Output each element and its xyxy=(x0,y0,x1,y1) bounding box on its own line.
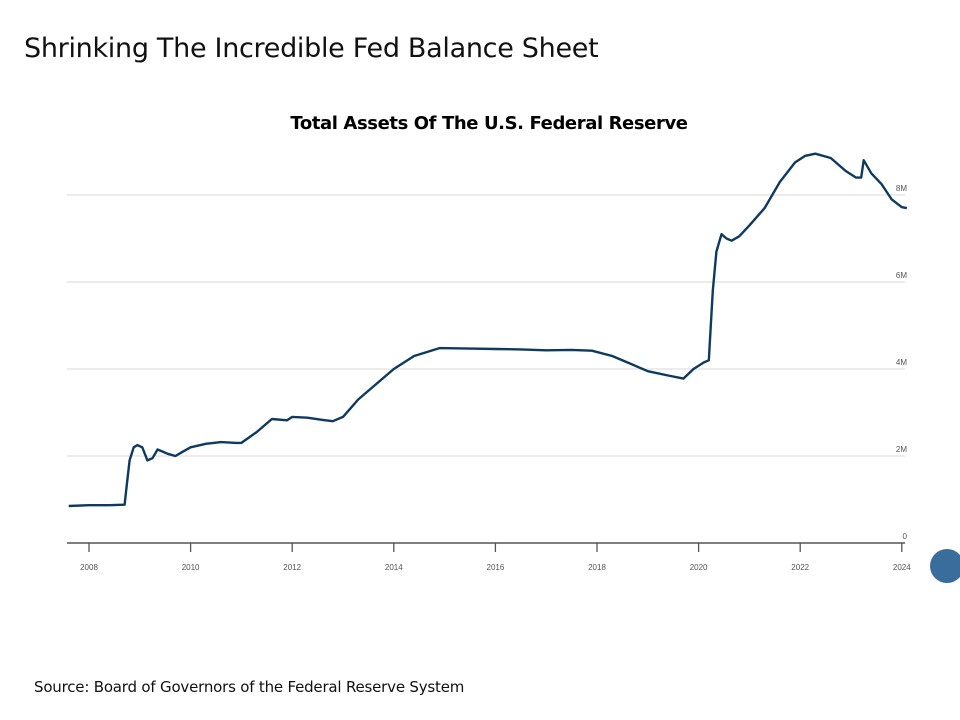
chart-title: Total Assets Of The U.S. Federal Reserve xyxy=(290,113,688,134)
x-tick-label: 2014 xyxy=(385,563,403,572)
x-tick-label: 2008 xyxy=(80,563,98,572)
x-tick-label: 2024 xyxy=(893,563,911,572)
x-axis-ticks: 2008 2010 2012 2014 2016 2018 2020 2022 2024 xyxy=(80,543,911,572)
x-tick-label: 2016 xyxy=(487,563,505,572)
x-tick-label: 2020 xyxy=(690,563,708,572)
x-tick-label: 2012 xyxy=(283,563,301,572)
y-axis-labels: 0 2M 4M 6M 8M xyxy=(896,184,908,541)
y-tick-label: 4M xyxy=(896,358,907,367)
x-tick-label: 2010 xyxy=(182,563,200,572)
slide-title: Shrinking The Incredible Fed Balance She… xyxy=(24,33,599,64)
source-note: Source: Board of Governors of the Federa… xyxy=(34,678,465,696)
navigation-dot-button[interactable] xyxy=(930,549,960,583)
y-tick-label: 2M xyxy=(896,445,907,454)
x-tick-label: 2018 xyxy=(588,563,606,572)
series-line-total-assets xyxy=(68,152,908,508)
gridlines xyxy=(67,194,905,457)
x-tick-label: 2022 xyxy=(791,563,809,572)
y-tick-label: 6M xyxy=(896,271,907,280)
y-tick-label: 8M xyxy=(896,184,907,193)
y-tick-label: 0 xyxy=(903,532,908,541)
